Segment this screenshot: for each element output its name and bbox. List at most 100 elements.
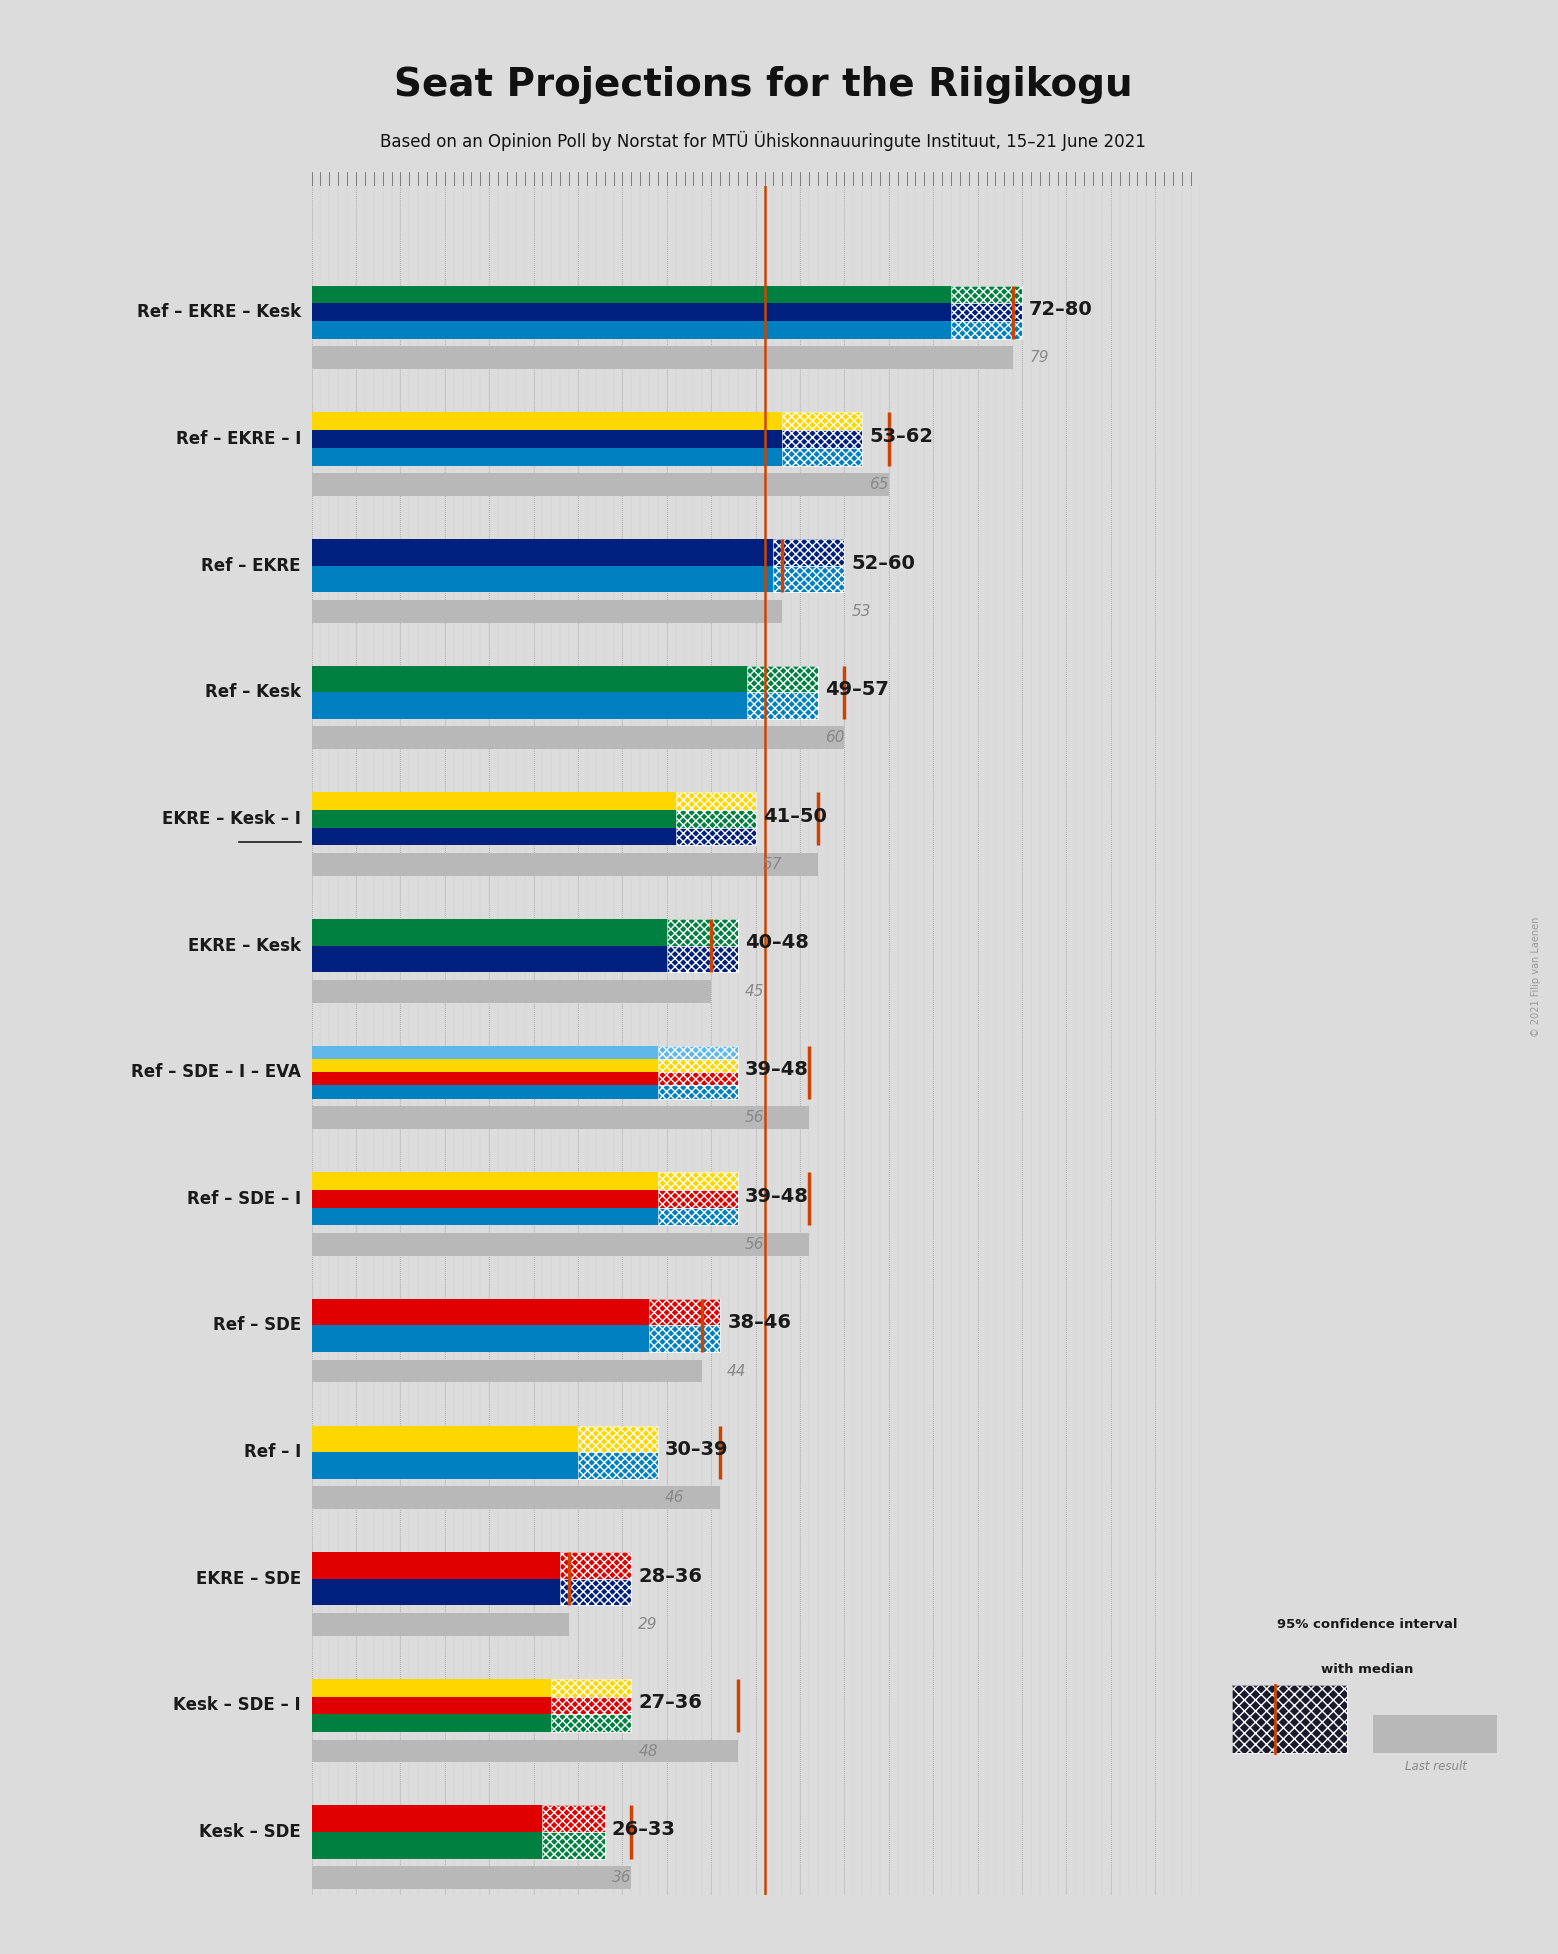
Bar: [667, 946, 738, 971]
Text: EKRE – Kesk – I: EKRE – Kesk – I: [162, 809, 301, 828]
Text: 56: 56: [745, 1237, 765, 1253]
Bar: [312, 539, 773, 565]
Bar: [312, 1360, 703, 1383]
Text: 38–46: 38–46: [728, 1313, 791, 1333]
Bar: [782, 447, 862, 465]
Bar: [676, 811, 756, 828]
Bar: [657, 1059, 738, 1073]
Bar: [773, 565, 844, 592]
Bar: [657, 1059, 738, 1073]
Bar: [578, 1426, 657, 1452]
Bar: [312, 1714, 552, 1731]
Bar: [312, 346, 1013, 369]
Bar: [312, 791, 676, 811]
Bar: [1373, 1716, 1497, 1753]
Bar: [552, 1678, 631, 1696]
Bar: [746, 666, 818, 692]
Text: 52–60: 52–60: [852, 553, 916, 573]
Text: 40–48: 40–48: [745, 934, 809, 952]
Bar: [676, 811, 756, 828]
Text: Last result: Last result: [1405, 1761, 1468, 1774]
Bar: [552, 1678, 631, 1696]
Bar: [312, 1805, 542, 1833]
Bar: [312, 1579, 561, 1606]
Bar: [773, 539, 844, 565]
Bar: [782, 430, 862, 447]
Bar: [312, 412, 782, 430]
Bar: [561, 1551, 631, 1579]
Bar: [578, 1426, 657, 1452]
Text: Kesk – SDE: Kesk – SDE: [199, 1823, 301, 1841]
Bar: [542, 1833, 605, 1858]
Text: 48: 48: [639, 1743, 657, 1759]
Bar: [312, 1059, 657, 1073]
Bar: [782, 447, 862, 465]
Text: Ref – SDE – I – EVA: Ref – SDE – I – EVA: [131, 1063, 301, 1081]
Text: with median: with median: [1321, 1663, 1413, 1677]
Text: © 2021 Filip van Laenen: © 2021 Filip van Laenen: [1532, 916, 1541, 1038]
Bar: [312, 979, 710, 1002]
Bar: [561, 1579, 631, 1606]
Bar: [312, 1426, 578, 1452]
Bar: [312, 285, 950, 303]
Bar: [657, 1190, 738, 1208]
Text: Kesk – SDE – I: Kesk – SDE – I: [173, 1696, 301, 1714]
Bar: [657, 1086, 738, 1098]
Bar: [746, 692, 818, 719]
Bar: [950, 320, 1022, 338]
Bar: [773, 565, 844, 592]
Bar: [657, 1073, 738, 1086]
Bar: [312, 1551, 561, 1579]
Bar: [782, 412, 862, 430]
Bar: [657, 1190, 738, 1208]
Bar: [657, 1208, 738, 1225]
Text: Ref – EKRE – I: Ref – EKRE – I: [176, 430, 301, 447]
Bar: [578, 1452, 657, 1479]
Bar: [667, 918, 738, 946]
Text: 28–36: 28–36: [639, 1567, 703, 1587]
Bar: [542, 1805, 605, 1833]
Bar: [312, 666, 746, 692]
Bar: [312, 1452, 578, 1479]
Bar: [312, 1086, 657, 1098]
Text: 57: 57: [763, 858, 782, 871]
Bar: [312, 473, 888, 496]
Bar: [312, 600, 782, 623]
Text: 26–33: 26–33: [612, 1819, 676, 1839]
Bar: [312, 320, 950, 338]
Bar: [950, 320, 1022, 338]
Text: 44: 44: [728, 1364, 746, 1380]
Bar: [312, 430, 782, 447]
Bar: [650, 1325, 720, 1352]
Bar: [773, 539, 844, 565]
Text: 72–80: 72–80: [1030, 301, 1092, 319]
Bar: [650, 1299, 720, 1325]
Bar: [312, 727, 844, 748]
Bar: [746, 692, 818, 719]
Bar: [312, 1612, 569, 1635]
Bar: [561, 1579, 631, 1606]
Text: Ref – SDE: Ref – SDE: [213, 1317, 301, 1335]
Text: Ref – I: Ref – I: [243, 1444, 301, 1462]
Text: 65: 65: [869, 477, 888, 492]
Text: 27–36: 27–36: [639, 1694, 703, 1712]
Bar: [312, 1233, 809, 1256]
Bar: [312, 1696, 552, 1714]
Bar: [312, 1073, 657, 1086]
Bar: [312, 1866, 631, 1890]
Bar: [542, 1833, 605, 1858]
Bar: [312, 303, 950, 320]
Text: Seat Projections for the Riigikogu: Seat Projections for the Riigikogu: [394, 66, 1133, 104]
Bar: [312, 1045, 657, 1059]
Bar: [312, 565, 773, 592]
Bar: [542, 1805, 605, 1833]
Bar: [1232, 1686, 1348, 1753]
Text: Based on an Opinion Poll by Norstat for MTÜ Ühiskonnauuringute Instituut, 15–21 : Based on an Opinion Poll by Norstat for …: [380, 131, 1147, 150]
Bar: [657, 1208, 738, 1225]
Bar: [1232, 1686, 1348, 1753]
Text: 49–57: 49–57: [824, 680, 888, 700]
Bar: [746, 666, 818, 692]
Text: 39–48: 39–48: [745, 1061, 809, 1079]
Text: Ref – SDE – I: Ref – SDE – I: [187, 1190, 301, 1208]
Bar: [312, 1172, 657, 1190]
